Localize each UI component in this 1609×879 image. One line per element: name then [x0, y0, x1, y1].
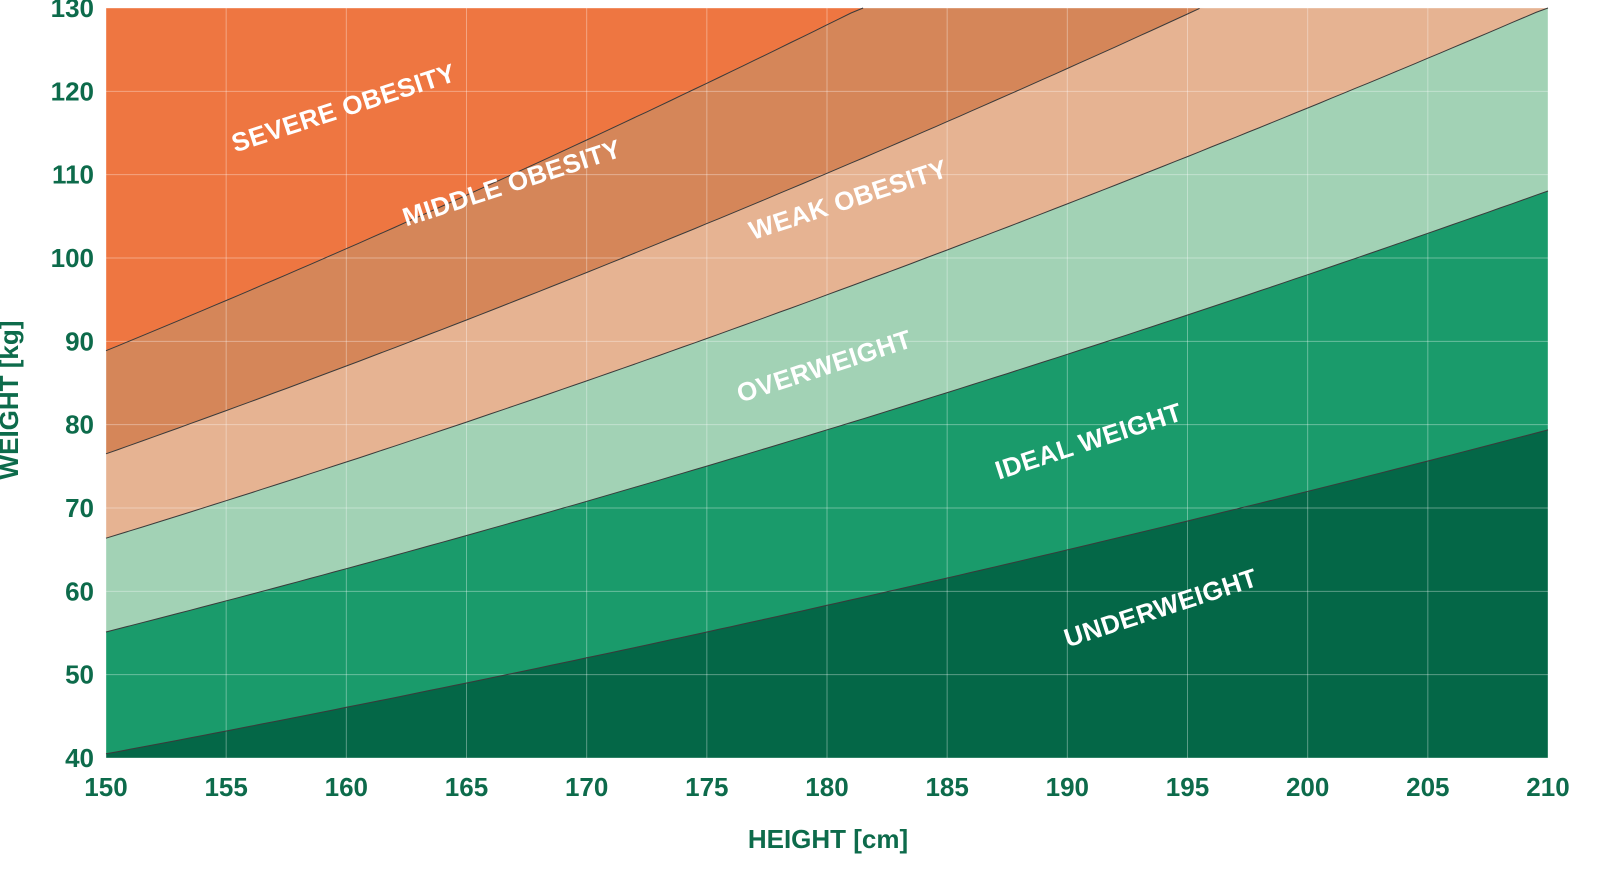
grid-lines: [105, 7, 1549, 759]
x-tick-label: 165: [445, 772, 488, 802]
x-tick-label: 190: [1046, 772, 1089, 802]
y-tick-label: 80: [65, 410, 94, 440]
y-tick-label: 100: [51, 243, 94, 273]
x-tick-label: 180: [805, 772, 848, 802]
boundary-bmi-34: [105, 7, 1200, 455]
zone-weak-obesity: [106, 8, 1548, 539]
x-tick-label: 185: [925, 772, 968, 802]
y-axis-title: WEIGHT [kg]: [0, 321, 24, 480]
y-tick-label: 50: [65, 660, 94, 690]
zone-underweight: [106, 429, 1548, 758]
y-tick-label: 70: [65, 493, 94, 523]
x-axis-ticks: 150 155 160 165 170 175 180 185 190 195 200 205 210: [84, 772, 1569, 802]
boundary-bmi-39.5: [105, 7, 864, 352]
x-tick-label: 195: [1166, 772, 1209, 802]
zone-severe-obesity: [106, 8, 1548, 351]
zone-areas: [106, 8, 1548, 758]
y-tick-label: 40: [65, 743, 94, 773]
y-tick-label: 60: [65, 576, 94, 606]
x-axis-title: HEIGHT [cm]: [748, 824, 908, 854]
y-tick-label: 110: [52, 160, 94, 190]
x-tick-label: 210: [1526, 772, 1569, 802]
x-tick-label: 175: [685, 772, 728, 802]
y-tick-label: 120: [51, 76, 94, 106]
x-tick-label: 155: [204, 772, 247, 802]
zone-ideal-weight: [106, 191, 1548, 754]
boundary-bmi-29.5: [105, 7, 1549, 539]
zone-overweight: [106, 8, 1548, 632]
boundary-bmi-24.5: [105, 190, 1549, 633]
x-tick-label: 170: [565, 772, 608, 802]
x-tick-label: 200: [1286, 772, 1329, 802]
x-tick-label: 205: [1406, 772, 1449, 802]
zone-middle-obesity: [106, 8, 1548, 454]
x-tick-label: 150: [84, 772, 127, 802]
zone-boundaries: [105, 7, 1549, 755]
boundary-bmi-18: [105, 429, 1549, 755]
y-tick-label: 90: [65, 326, 94, 356]
x-tick-label: 160: [325, 772, 368, 802]
y-axis-ticks: 40 50 60 70 80 90 100 110 120 130: [51, 0, 94, 773]
y-tick-label: 130: [51, 0, 94, 23]
